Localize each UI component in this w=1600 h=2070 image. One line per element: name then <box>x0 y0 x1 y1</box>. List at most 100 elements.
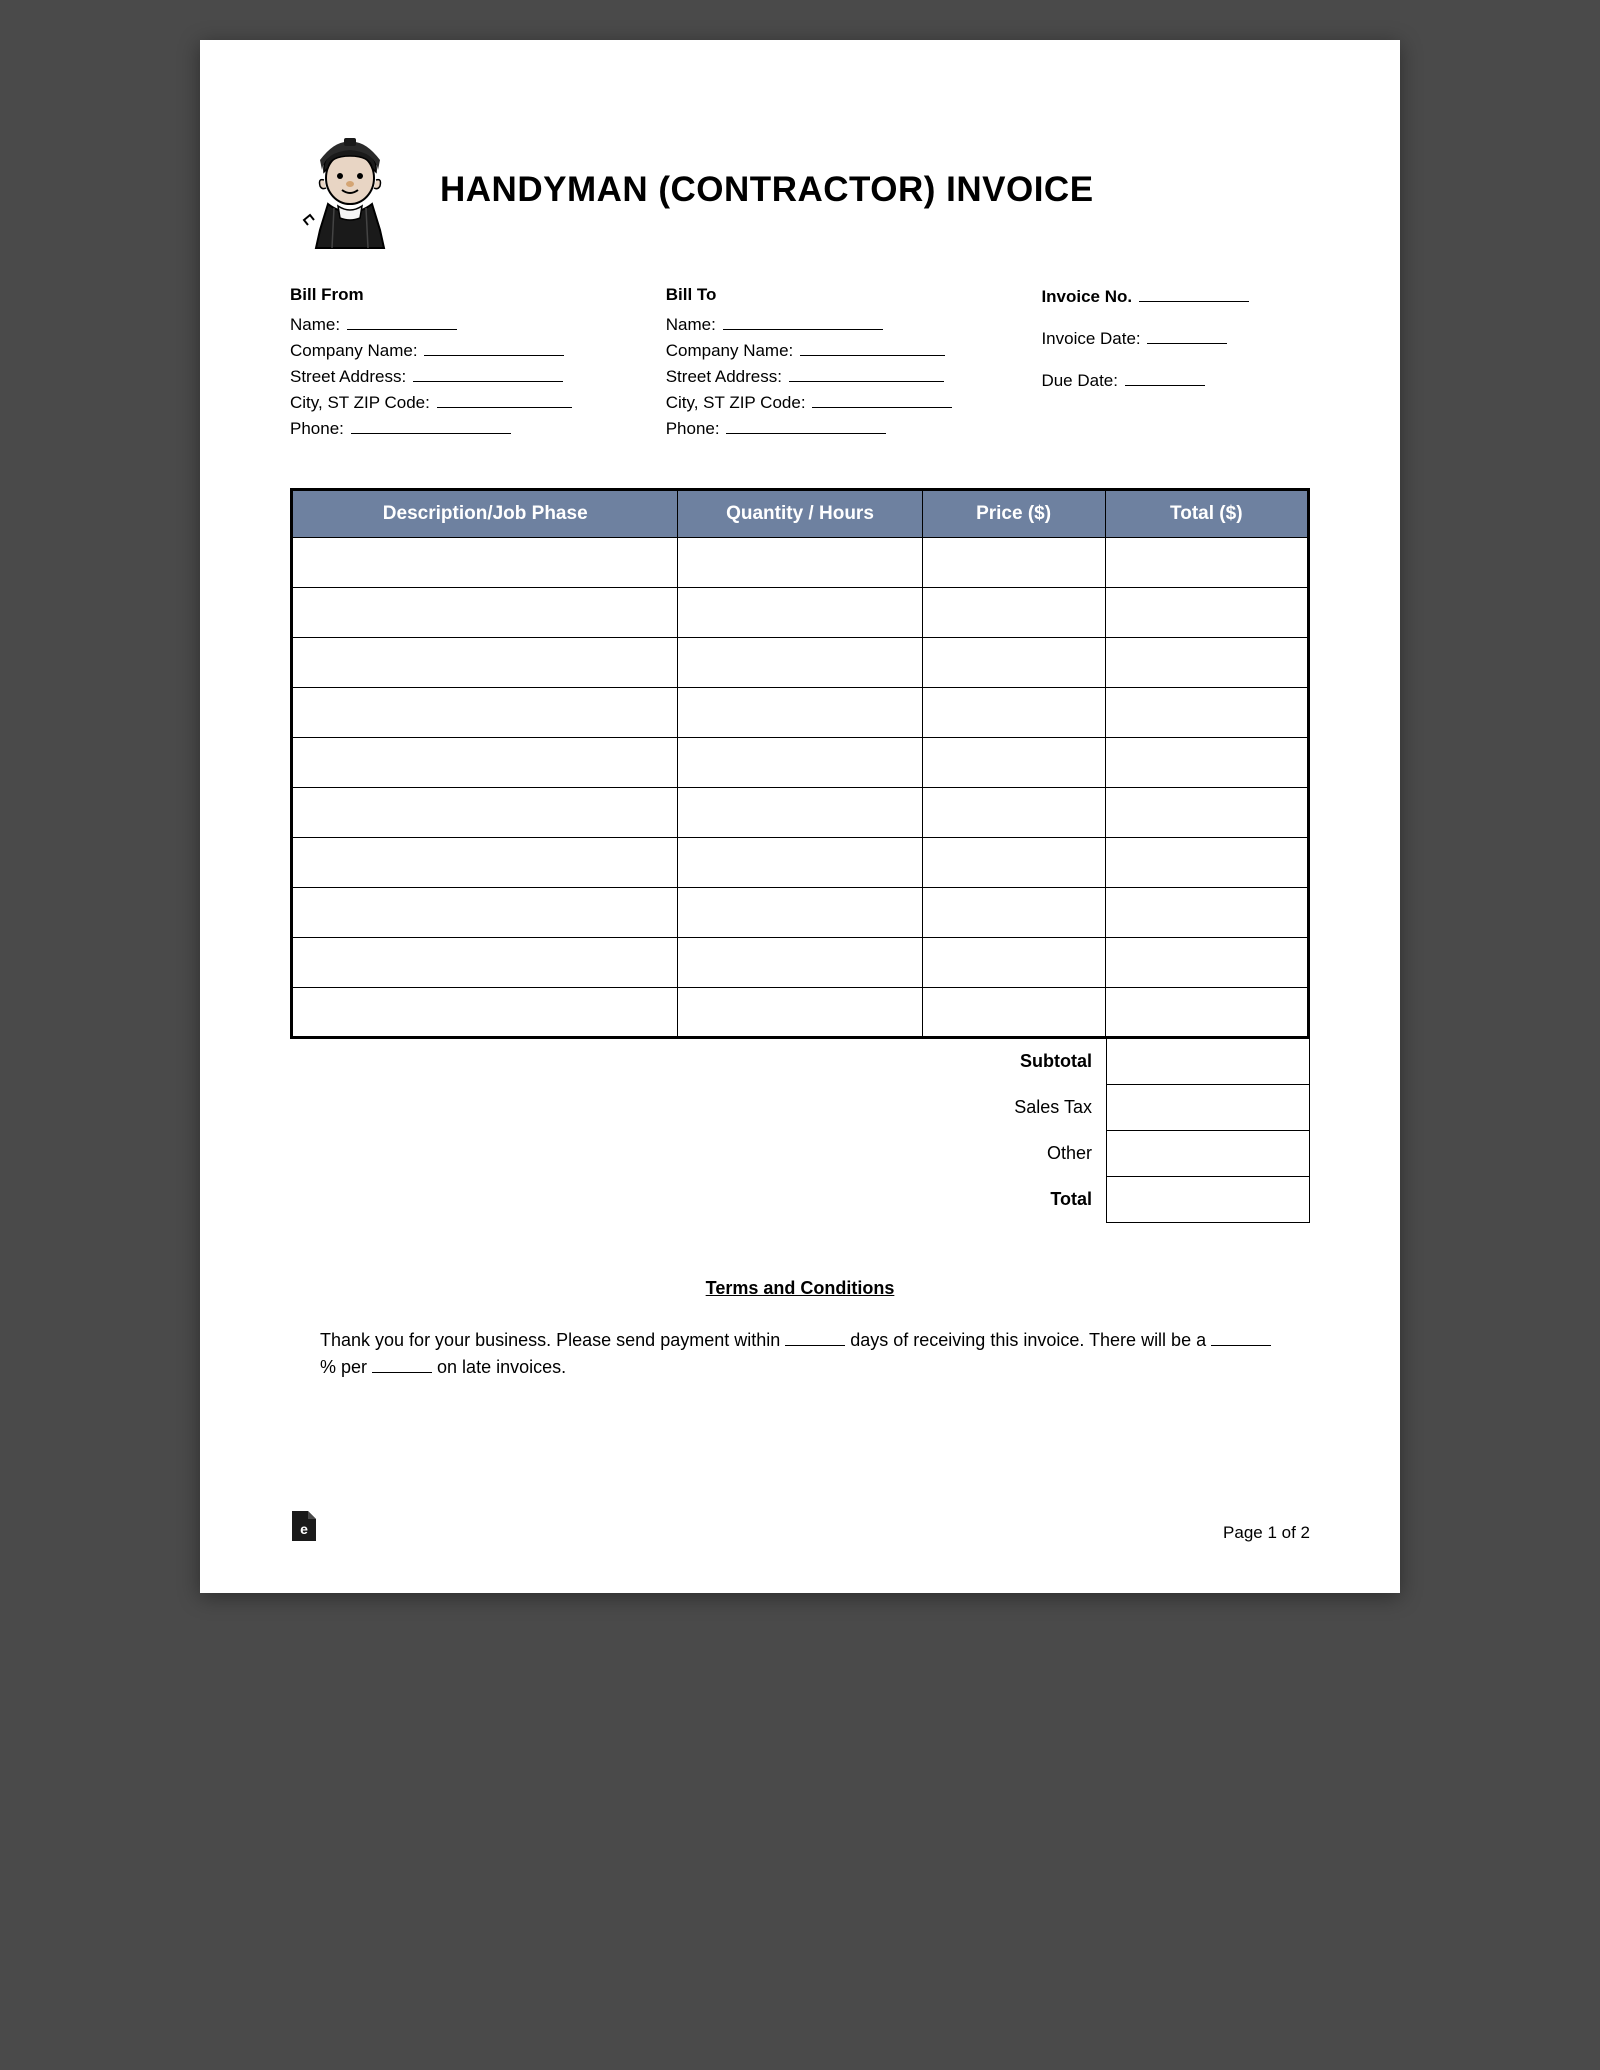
table-cell[interactable] <box>922 988 1105 1038</box>
field-blank[interactable] <box>1147 327 1227 344</box>
terms-text-1: Thank you for your business. Please send… <box>320 1330 785 1350</box>
table-cell[interactable] <box>678 738 922 788</box>
field-blank[interactable] <box>723 313 883 330</box>
table-cell[interactable] <box>922 688 1105 738</box>
field-blank[interactable] <box>812 391 952 408</box>
field-line: Name: <box>290 313 626 335</box>
table-cell[interactable] <box>678 938 922 988</box>
field-label: Street Address: <box>666 367 782 386</box>
table-cell[interactable] <box>678 688 922 738</box>
table-cell[interactable] <box>292 538 678 588</box>
field-blank[interactable] <box>413 365 563 382</box>
field-blank[interactable] <box>351 417 511 434</box>
table-cell[interactable] <box>292 688 678 738</box>
table-row <box>292 888 1309 938</box>
table-cell[interactable] <box>678 638 922 688</box>
table-cell[interactable] <box>922 788 1105 838</box>
field-blank[interactable] <box>789 365 944 382</box>
field-blank[interactable] <box>1125 369 1205 386</box>
table-cell[interactable] <box>922 888 1105 938</box>
table-row <box>292 788 1309 838</box>
table-cell[interactable] <box>922 588 1105 638</box>
table-cell[interactable] <box>1105 638 1308 688</box>
field-blank[interactable] <box>347 313 457 330</box>
page-number: Page 1 of 2 <box>1223 1523 1310 1543</box>
totals-table: SubtotalSales TaxOtherTotal <box>967 1038 1311 1223</box>
table-cell[interactable] <box>292 638 678 688</box>
invoice-page: HANDYMAN (CONTRACTOR) INVOICE Bill From … <box>200 40 1400 1593</box>
column-header-description: Description/Job Phase <box>292 490 678 538</box>
table-row <box>292 538 1309 588</box>
bill-from-column: Bill From Name: Company Name: Street Add… <box>290 285 626 443</box>
field-label: Due Date: <box>1041 371 1118 390</box>
totals-label: Sales Tax <box>967 1085 1107 1131</box>
table-cell[interactable] <box>678 538 922 588</box>
field-line: Invoice No. <box>1041 285 1310 307</box>
table-cell[interactable] <box>1105 688 1308 738</box>
field-blank[interactable] <box>437 391 572 408</box>
totals-label: Subtotal <box>967 1039 1107 1085</box>
field-line: Invoice Date: <box>1041 327 1310 349</box>
table-cell[interactable] <box>292 738 678 788</box>
bill-to-fields: Name: Company Name: Street Address: City… <box>666 313 1002 439</box>
table-cell[interactable] <box>1105 988 1308 1038</box>
table-cell[interactable] <box>292 888 678 938</box>
table-cell[interactable] <box>922 738 1105 788</box>
table-cell[interactable] <box>922 538 1105 588</box>
header-row: HANDYMAN (CONTRACTOR) INVOICE <box>290 130 1310 250</box>
field-line: Company Name: <box>666 339 1002 361</box>
table-cell[interactable] <box>678 588 922 638</box>
table-cell[interactable] <box>1105 738 1308 788</box>
terms-blank-percent[interactable] <box>1211 1328 1271 1346</box>
table-cell[interactable] <box>1105 838 1308 888</box>
table-cell[interactable] <box>922 838 1105 888</box>
table-cell[interactable] <box>678 988 922 1038</box>
totals-row: Sales Tax <box>967 1085 1310 1131</box>
terms-text-4: on late invoices. <box>432 1357 566 1377</box>
table-row <box>292 638 1309 688</box>
table-row <box>292 738 1309 788</box>
table-cell[interactable] <box>922 638 1105 688</box>
field-line: Company Name: <box>290 339 626 361</box>
field-blank[interactable] <box>726 417 886 434</box>
totals-row: Other <box>967 1131 1310 1177</box>
table-cell[interactable] <box>678 888 922 938</box>
table-row <box>292 988 1309 1038</box>
table-cell[interactable] <box>922 938 1105 988</box>
table-cell[interactable] <box>1105 938 1308 988</box>
field-line: Phone: <box>290 417 626 439</box>
field-label: Phone: <box>666 419 720 438</box>
terms-title: Terms and Conditions <box>290 1278 1310 1299</box>
terms-body: Thank you for your business. Please send… <box>290 1327 1310 1381</box>
handyman-logo-icon <box>290 130 410 250</box>
field-blank[interactable] <box>424 339 564 356</box>
table-cell[interactable] <box>292 588 678 638</box>
totals-value[interactable] <box>1107 1085 1310 1131</box>
totals-value[interactable] <box>1107 1131 1310 1177</box>
table-cell[interactable] <box>1105 588 1308 638</box>
totals-value[interactable] <box>1107 1039 1310 1085</box>
table-cell[interactable] <box>292 988 678 1038</box>
field-blank[interactable] <box>800 339 945 356</box>
svg-text:e: e <box>300 1521 308 1537</box>
terms-blank-days[interactable] <box>785 1328 845 1346</box>
bill-to-header: Bill To <box>666 285 1002 305</box>
table-cell[interactable] <box>292 838 678 888</box>
totals-row: Subtotal <box>967 1039 1310 1085</box>
document-icon: e <box>290 1509 318 1543</box>
table-cell[interactable] <box>292 788 678 838</box>
table-cell[interactable] <box>678 838 922 888</box>
table-cell[interactable] <box>1105 788 1308 838</box>
info-section: Bill From Name: Company Name: Street Add… <box>290 285 1310 443</box>
field-label: City, ST ZIP Code: <box>290 393 430 412</box>
table-cell[interactable] <box>678 788 922 838</box>
table-cell[interactable] <box>292 938 678 988</box>
terms-text-2: days of receiving this invoice. There wi… <box>845 1330 1211 1350</box>
table-cell[interactable] <box>1105 888 1308 938</box>
terms-blank-period[interactable] <box>372 1355 432 1373</box>
field-blank[interactable] <box>1139 285 1249 302</box>
field-line: Street Address: <box>290 365 626 387</box>
totals-value[interactable] <box>1107 1177 1310 1223</box>
table-cell[interactable] <box>1105 538 1308 588</box>
field-label: Street Address: <box>290 367 406 386</box>
